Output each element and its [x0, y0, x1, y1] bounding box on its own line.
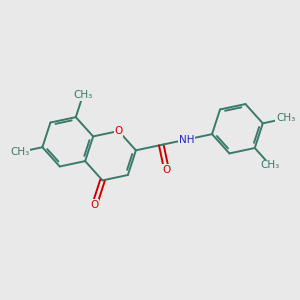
- Text: CH₃: CH₃: [74, 90, 93, 100]
- Text: CH₃: CH₃: [261, 160, 280, 170]
- Text: O: O: [163, 165, 171, 175]
- Text: CH₃: CH₃: [276, 113, 295, 124]
- Text: O: O: [90, 200, 99, 210]
- Text: O: O: [114, 126, 123, 136]
- Text: CH₃: CH₃: [10, 147, 29, 157]
- Text: NH: NH: [179, 134, 194, 145]
